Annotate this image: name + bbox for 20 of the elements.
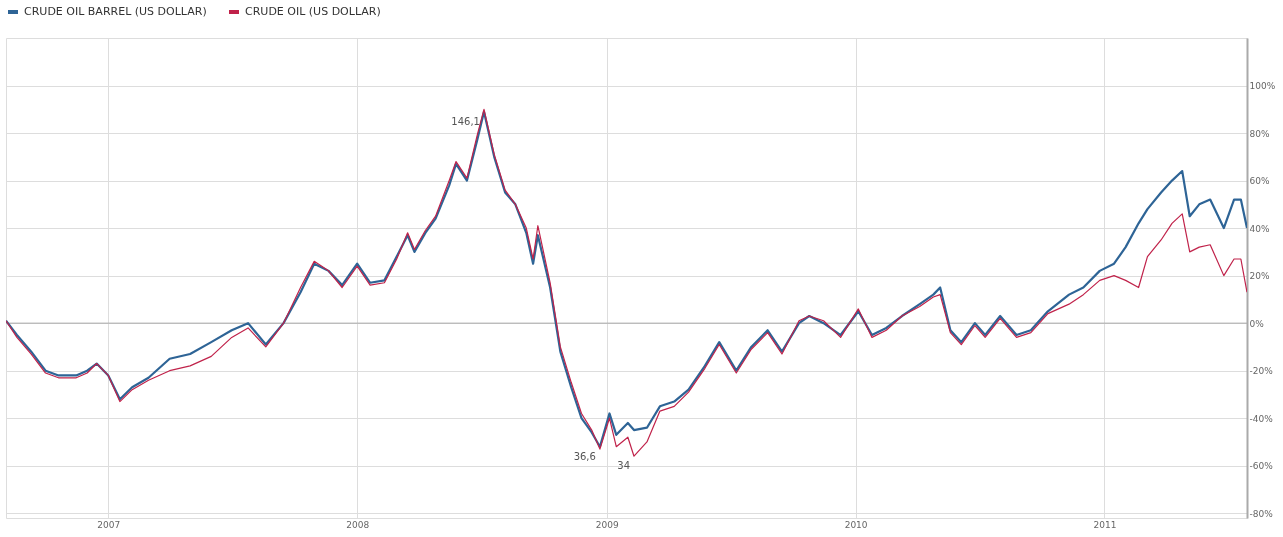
y-tick-label: 40% [1249,223,1270,234]
y-tick-label: -20% [1249,366,1274,377]
legend-label: CRUDE OIL BARREL (US DOLLAR) [24,5,207,18]
y-tick-label: -60% [1249,461,1274,472]
y-tick-label: 60% [1249,176,1270,187]
y-tick-label: -40% [1249,413,1274,424]
y-tick-label: 0% [1249,318,1265,329]
y-tick-label: 20% [1249,271,1270,282]
annotation: 146,1 [451,115,480,127]
x-tick-label: 2009 [595,519,619,530]
x-tick-label: 2010 [844,519,868,530]
x-tick-label: 2008 [346,519,370,530]
x-tick-label: 2007 [97,519,121,530]
annotation: 34 [617,460,630,472]
annotation: 36,6 [573,450,596,462]
y-tick-label: -80% [1249,508,1274,519]
legend-label: CRUDE OIL (US DOLLAR) [245,5,381,18]
y-tick-label: 100% [1249,81,1276,92]
x-tick-label: 2011 [1093,519,1117,530]
y-tick-label: 80% [1249,128,1270,139]
